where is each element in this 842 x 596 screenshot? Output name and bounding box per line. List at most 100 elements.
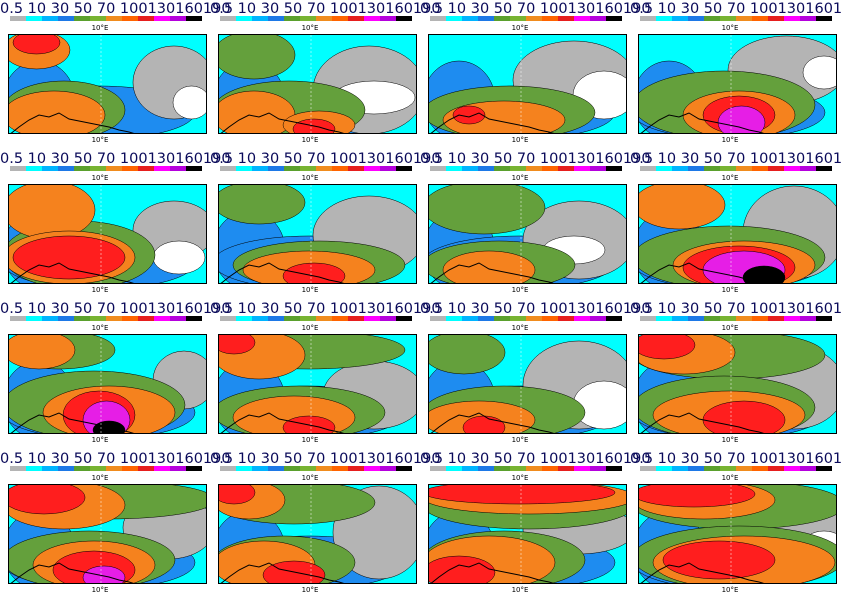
colorbar-swatch — [574, 16, 590, 21]
map-panel: 0.5 10 30 50 70 100130160190 10°E 10°E — [210, 150, 441, 296]
colorbar-swatch — [510, 466, 526, 471]
precip-region-red — [282, 262, 346, 283]
colorbar-swatch — [380, 316, 396, 321]
colorbar-swatch — [736, 466, 752, 471]
colorbar-swatch — [752, 166, 768, 171]
colorbar-swatch — [784, 16, 800, 21]
colorbar-labels: 0.5 10 30 50 70 100130160190 — [420, 151, 651, 167]
precip-region-green — [219, 35, 296, 80]
colorbar-labels: 0.5 10 30 50 70 100130160190 — [0, 151, 231, 167]
colorbar-swatch — [430, 466, 446, 471]
colorbar-swatch — [252, 16, 268, 21]
longitude-label-top: 10°E — [301, 324, 319, 332]
colorbar-swatch — [558, 316, 574, 321]
longitude-label-bottom: 10°E — [301, 586, 319, 594]
precip-region-black — [742, 265, 786, 283]
colorbar-swatch — [784, 316, 800, 321]
precip-region-red — [219, 335, 256, 355]
colorbar-swatch — [768, 166, 784, 171]
precipitation-map — [428, 334, 627, 434]
colorbar-swatch — [542, 316, 558, 321]
colorbar-swatch — [720, 16, 736, 21]
colorbar — [10, 466, 202, 471]
colorbar-swatch — [90, 166, 106, 171]
colorbar-swatch — [284, 466, 300, 471]
colorbar-swatch — [284, 166, 300, 171]
colorbar-swatch — [10, 16, 26, 21]
colorbar-swatch — [122, 316, 138, 321]
colorbar-swatch — [430, 166, 446, 171]
longitude-label-top: 10°E — [301, 474, 319, 482]
colorbar-swatch — [672, 316, 688, 321]
colorbar-swatch — [396, 466, 412, 471]
colorbar-swatch — [462, 166, 478, 171]
colorbar-labels: 0.5 10 30 50 70 100130160190 — [210, 1, 441, 17]
precip-region-white — [152, 240, 206, 275]
colorbar-labels: 0.5 10 30 50 70 100130160190 — [630, 151, 842, 167]
colorbar-swatch — [58, 316, 74, 321]
precip-region-red — [9, 485, 86, 515]
colorbar-swatch — [10, 316, 26, 321]
colorbar-swatch — [784, 166, 800, 171]
colorbar-swatch — [816, 166, 832, 171]
longitude-label-top: 10°E — [91, 24, 109, 32]
coastline — [430, 112, 555, 133]
colorbar-swatch — [430, 316, 446, 321]
precipitation-map — [8, 184, 207, 284]
colorbar-swatch — [688, 466, 704, 471]
colorbar-labels: 0.5 10 30 50 70 100130160190 — [210, 301, 441, 317]
colorbar-swatch — [58, 166, 74, 171]
colorbar-swatch — [752, 16, 768, 21]
colorbar-swatch — [446, 166, 462, 171]
colorbar-swatch — [720, 316, 736, 321]
colorbar-swatch — [478, 466, 494, 471]
longitude-label-bottom: 10°E — [91, 286, 109, 294]
precip-region-red — [452, 105, 486, 125]
colorbar-swatch — [380, 16, 396, 21]
coastline — [10, 262, 135, 283]
colorbar-swatch — [526, 16, 542, 21]
colorbar-swatch — [396, 16, 412, 21]
colorbar-swatch — [122, 466, 138, 471]
precip-region-red — [639, 335, 696, 360]
colorbar-swatch — [268, 466, 284, 471]
longitude-label-bottom: 10°E — [511, 286, 529, 294]
colorbar-swatch — [526, 316, 542, 321]
colorbar-swatch — [220, 16, 236, 21]
colorbar-swatch — [720, 466, 736, 471]
colorbar-swatch — [300, 166, 316, 171]
colorbar-swatch — [316, 16, 332, 21]
colorbar-swatch — [236, 166, 252, 171]
colorbar-swatch — [574, 166, 590, 171]
colorbar — [430, 316, 622, 321]
colorbar-swatch — [74, 466, 90, 471]
colorbar-swatch — [640, 316, 656, 321]
longitude-label-top: 10°E — [301, 24, 319, 32]
colorbar-swatch — [220, 316, 236, 321]
colorbar-swatch — [462, 466, 478, 471]
colorbar-swatch — [10, 166, 26, 171]
colorbar-swatch — [768, 466, 784, 471]
colorbar-swatch — [736, 316, 752, 321]
longitude-label-bottom: 10°E — [511, 136, 529, 144]
colorbar-swatch — [236, 316, 252, 321]
map-panel: 0.5 10 30 50 70 100130160190 10°E 10°E — [420, 0, 651, 146]
coastline — [10, 412, 135, 433]
colorbar-swatch — [510, 16, 526, 21]
colorbar-swatch — [58, 466, 74, 471]
precip-region-red — [639, 485, 756, 508]
colorbar — [640, 166, 832, 171]
precip-region-white — [172, 85, 206, 120]
colorbar-swatch — [510, 166, 526, 171]
colorbar-swatch — [640, 16, 656, 21]
colorbar-swatch — [138, 466, 154, 471]
map-panel: 0.5 10 30 50 70 100130160190 10°E 10°E — [210, 450, 441, 596]
colorbar-swatch — [316, 316, 332, 321]
coastline — [220, 262, 345, 283]
longitude-label-top: 10°E — [91, 174, 109, 182]
map-panel: 0.5 10 30 50 70 100130160190 10°E 10°E — [630, 0, 842, 146]
colorbar-swatch — [74, 166, 90, 171]
map-panel: 0.5 10 30 50 70 100130160190 10°E 10°E — [210, 0, 441, 146]
colorbar-swatch — [800, 166, 816, 171]
colorbar-swatch — [186, 16, 202, 21]
